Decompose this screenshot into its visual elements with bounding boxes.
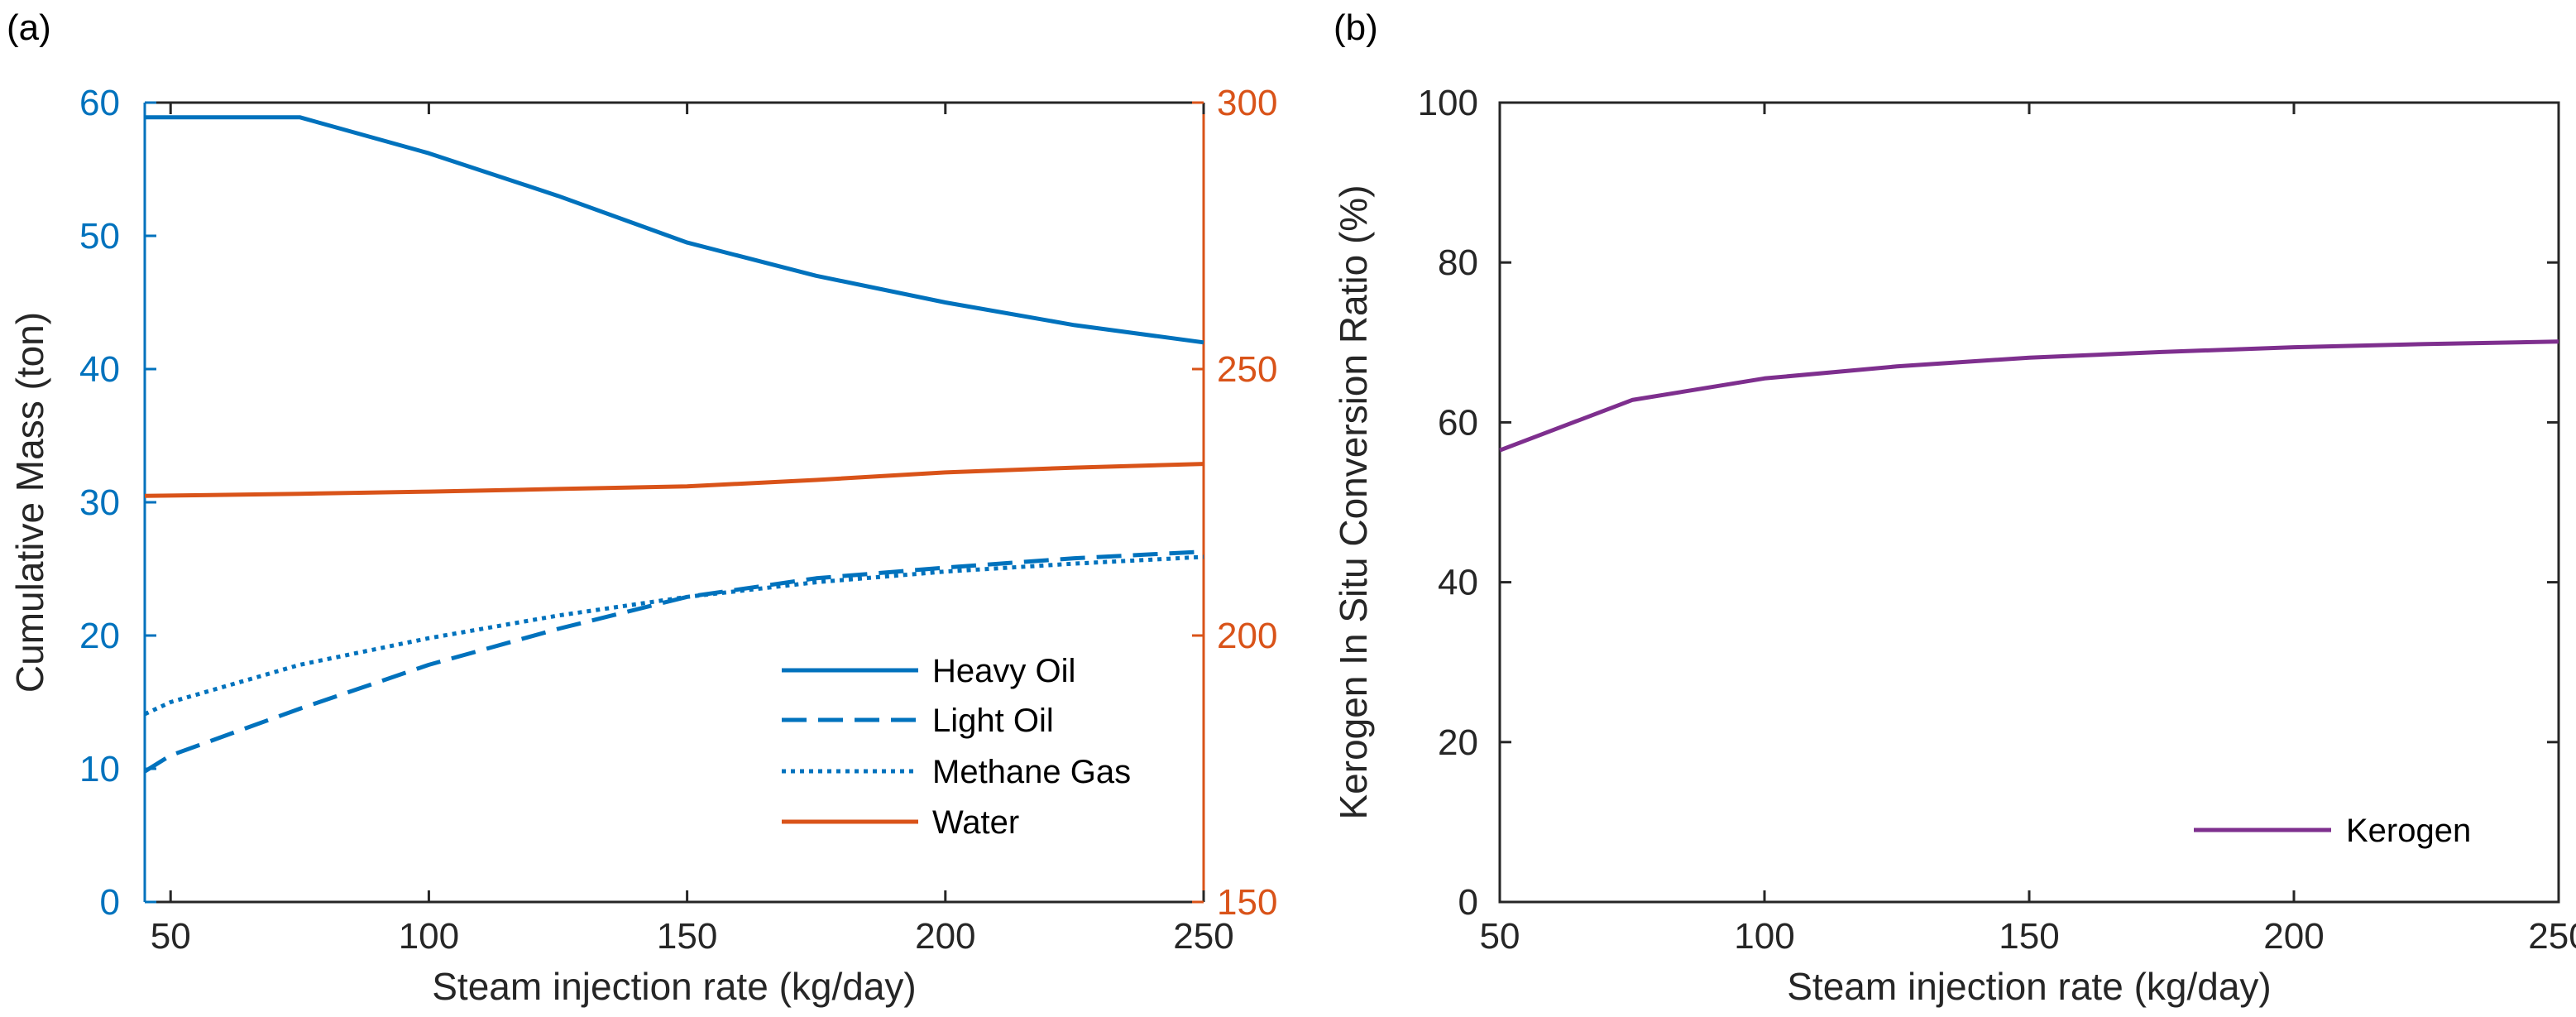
panel-b-x-tick-label: 100 [1734, 916, 1794, 957]
panel-a-left-tick-label: 10 [79, 749, 120, 789]
panel-b-y-tick-label: 80 [1438, 242, 1478, 283]
panel-b-x-tick-label: 150 [1999, 916, 2059, 957]
panel-a-label: (a) [7, 7, 51, 48]
panel-b: (b) 50 100 150 200 250 0 20 40 60 80 100 Steam in… [1332, 7, 2576, 1008]
legend-kerogen-label: Kerogen [2346, 813, 2471, 849]
panel-a-left-tick-label: 50 [79, 216, 120, 257]
panel-a-x-tick-label: 100 [399, 916, 459, 957]
panel-a-y-axis-title: Cumulative Mass (ton) [8, 312, 51, 693]
panel-b-x-tick-label: 200 [2263, 916, 2324, 957]
panel-b-x-tick-label: 50 [1480, 916, 1520, 957]
panel-b-y-tick-label: 40 [1438, 563, 1478, 603]
panel-a-right-tick-label: 150 [1217, 882, 1277, 923]
legend-light-oil-label: Light Oil [932, 703, 1054, 739]
panel-b-y-axis-title: Kerogen In Situ Conversion Ratio (%) [1332, 185, 1375, 819]
panel-a-left-tick-label: 20 [79, 616, 120, 656]
panel-b-y-tick-label: 20 [1438, 722, 1478, 763]
panel-b-y-tick-label: 100 [1418, 83, 1478, 123]
panel-a-x-tick-label: 250 [1173, 916, 1233, 957]
panel-a-x-axis-title: Steam injection rate (kg/day) [432, 965, 917, 1008]
panel-a-left-tick-label: 60 [79, 83, 120, 123]
legend-water-label: Water [932, 804, 1019, 841]
panel-a-left-tick-label: 30 [79, 482, 120, 523]
panel-a: (a) 50 100 150 200 250 0 10 20 30 40 50 60 150 200 2… [7, 7, 1277, 1008]
panel-b-legend: Kerogen [2194, 813, 2471, 849]
panel-a-legend: Heavy Oil Light Oil Methane Gas Water [782, 653, 1131, 841]
panel-a-left-tick-label: 40 [79, 349, 120, 390]
series-light-oil [143, 549, 1204, 774]
legend-heavy-oil-label: Heavy Oil [932, 653, 1075, 689]
panel-a-right-tick-label: 200 [1217, 616, 1277, 656]
series-water [144, 462, 1204, 498]
panel-b-y-tick-label: 60 [1438, 402, 1478, 443]
panel-a-x-tick-label: 150 [657, 916, 717, 957]
panel-a-x-tick-label: 200 [915, 916, 975, 957]
panel-b-y-tick-label: 0 [1458, 882, 1478, 923]
panel-a-right-tick-label: 300 [1217, 83, 1277, 123]
panel-a-left-tick-label: 0 [100, 882, 120, 923]
legend-methane-gas-label: Methane Gas [932, 754, 1131, 790]
panel-b-x-tick-label: 250 [2528, 916, 2576, 957]
panel-a-right-tick-label: 250 [1217, 349, 1277, 390]
panel-b-plot-area [1498, 101, 2560, 904]
panel-b-label: (b) [1333, 7, 1378, 48]
series-heavy-oil [145, 115, 1204, 345]
panel-a-x-tick-label: 50 [151, 916, 191, 957]
panel-b-x-axis-title: Steam injection rate (kg/day) [1787, 965, 2272, 1008]
series-kerogen [1499, 339, 2559, 453]
